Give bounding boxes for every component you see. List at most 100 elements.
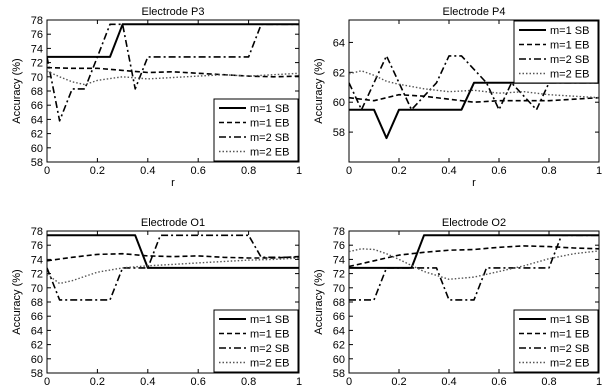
chart-4-ytick-label: 58: [333, 368, 345, 380]
chart-2-series-m-2-sb: [349, 55, 599, 111]
chart-3-xtick-label: 0.2: [90, 376, 105, 388]
chart-1-ytick-label: 68: [31, 86, 43, 98]
chart-2-xtick-label: 1: [596, 165, 602, 177]
chart-2-y-axis-label: Accuracy (%): [313, 58, 325, 123]
chart-3-xtick-label: 0: [44, 376, 50, 388]
chart-1-x-axis-label: r: [171, 177, 175, 189]
chart-2-ytick-label: 60: [333, 97, 345, 109]
chart-4-legend: m=1 SB m=1 EB m=2 SB m=2 EB: [513, 309, 599, 373]
chart-4-legend-label: m=2 SB: [550, 343, 589, 355]
chart-1-legend-label: m=2 SB: [250, 132, 289, 144]
chart-4-series-m-2-sb: [349, 234, 599, 301]
chart-2-xtick-label: 0.6: [491, 165, 506, 177]
chart-2-x-axis-label: r: [472, 177, 476, 189]
chart-3-legend-label: m=2 SB: [250, 343, 289, 355]
chart-1-xtick-label: 0: [44, 165, 50, 177]
chart-4-legend-label: m=2 EB: [550, 358, 589, 370]
chart-4-xtick-label: 1: [596, 376, 602, 388]
chart-1-legend-label: m=2 EB: [250, 147, 289, 159]
chart-3-legend: m=1 SB m=1 EB m=2 SB m=2 EB: [213, 309, 299, 373]
chart-3-y-axis-label: Accuracy (%): [11, 269, 23, 334]
chart-3-ytick-label: 70: [31, 283, 43, 295]
chart-3-legend-label: m=1 SB: [250, 314, 289, 326]
chart-3-ytick-label: 66: [31, 311, 43, 323]
chart-2-series-m-1-sb: [349, 81, 599, 140]
chart-1-legend-label: m=1 SB: [250, 103, 289, 115]
chart-3-series-m-1-sb: [47, 234, 299, 269]
chart-4-legend-box: [513, 309, 599, 373]
chart-2-xtick-label: 0.4: [441, 165, 456, 177]
chart-3-ytick-label: 74: [31, 254, 43, 266]
chart-1-series-m-1-sb: [47, 23, 299, 58]
chart-3-series-m-1-eb: [47, 252, 299, 262]
chart-2-title: Electrode P4: [443, 6, 506, 18]
chart-1-ytick-label: 76: [31, 29, 43, 41]
chart-3: Electrode O1 0 0.2 0.4 0.6 0.8 1 58 60 62 64 66 68 70…: [11, 217, 302, 389]
chart-1-title: Electrode P3: [142, 6, 205, 18]
chart-3-xtick-label: 0.4: [140, 376, 155, 388]
chart-4-series-m-2-eb: [349, 248, 599, 280]
chart-4-ytick-label: 64: [333, 325, 345, 337]
chart-4-ytick-label: 70: [333, 283, 345, 295]
chart-3-ytick-label: 68: [31, 297, 43, 309]
chart-3-xtick-label: 0.8: [241, 376, 256, 388]
chart-4-series-m-1-sb: [349, 234, 599, 269]
chart-3-legend-label: m=2 EB: [250, 358, 289, 370]
chart-3-series-m-2-sb: [47, 234, 299, 301]
chart-2-ytick-label: 62: [333, 67, 345, 79]
chart-1-ytick-label: 60: [31, 143, 43, 155]
chart-1-ytick-label: 78: [31, 15, 43, 27]
chart-3-ytick-label: 58: [31, 368, 43, 380]
chart-4-ytick-label: 62: [333, 340, 345, 352]
chart-4-title: Electrode O2: [442, 217, 506, 229]
chart-1-xtick-label: 0.8: [241, 165, 256, 177]
chart-4-ytick-label: 68: [333, 297, 345, 309]
chart-4-ytick-label: 72: [333, 269, 345, 281]
chart-3-ytick-label: 64: [31, 325, 43, 337]
chart-1-xtick-label: 1: [296, 165, 302, 177]
chart-1-xtick-label: 0.2: [90, 165, 105, 177]
chart-1-ytick-label: 74: [31, 43, 43, 55]
chart-3-legend-box: [213, 309, 299, 373]
chart-3-ytick-label: 76: [31, 240, 43, 252]
chart-3-xtick-label: 1: [296, 376, 302, 388]
chart-2-legend-label: m=2 SB: [550, 54, 589, 66]
chart-2-ytick-label: 58: [333, 127, 345, 139]
chart-2-series-m-2-eb: [349, 70, 599, 99]
chart-1: Electrode P3 0 0.2 0.4 0.6 0.8 1 58 60 62 64 66 68 70…: [11, 6, 302, 189]
chart-2-legend-label: m=1 EB: [550, 40, 589, 52]
chart-1-ytick-label: 62: [31, 129, 43, 141]
chart-1-ytick-label: 66: [31, 100, 43, 112]
chart-2: Electrode P4 0 0.2 0.4 0.6 0.8 1 58 60 62 64 r Accur…: [313, 6, 602, 189]
chart-4-ytick-label: 76: [333, 240, 345, 252]
chart-4-xtick-label: 0.8: [541, 376, 556, 388]
chart-1-ytick-label: 72: [31, 58, 43, 70]
chart-1-ytick-label: 70: [31, 72, 43, 84]
chart-4-xtick-label: 0.6: [491, 376, 506, 388]
chart-1-legend-box: [213, 98, 299, 162]
chart-2-series-m-1-eb: [349, 93, 599, 103]
chart-1-xtick-label: 0.6: [191, 165, 206, 177]
chart-1-series-m-2-sb: [47, 23, 299, 122]
chart-3-xtick-label: 0.6: [191, 376, 206, 388]
chart-3-title: Electrode O1: [141, 217, 205, 229]
chart-4-ytick-label: 60: [333, 354, 345, 366]
chart-1-y-axis-label: Accuracy (%): [11, 58, 23, 123]
chart-2-legend-label: m=2 EB: [550, 69, 589, 81]
chart-2-legend-label: m=1 SB: [550, 25, 589, 37]
chart-1-legend-label: m=1 EB: [250, 118, 289, 130]
chart-1-ytick-label: 58: [31, 157, 43, 169]
chart-4-xtick-label: 0.4: [441, 376, 456, 388]
chart-2-xtick-label: 0.8: [541, 165, 556, 177]
chart-4: Electrode O2 0 0.2 0.4 0.6 0.8 1 58 60 62 64 66 68 70…: [313, 217, 602, 389]
chart-4-legend-label: m=1 EB: [550, 329, 589, 341]
chart-3-series-m-2-eb: [47, 257, 299, 285]
chart-4-legend-label: m=1 SB: [550, 314, 589, 326]
chart-4-ytick-label: 66: [333, 311, 345, 323]
chart-4-ytick-label: 78: [333, 226, 345, 238]
chart-4-ytick-label: 74: [333, 254, 345, 266]
chart-3-ytick-label: 72: [31, 269, 43, 281]
chart-2-xtick-label: 0: [346, 165, 352, 177]
chart-2-xtick-label: 0.2: [391, 165, 406, 177]
